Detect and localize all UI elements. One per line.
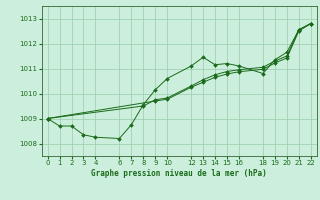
X-axis label: Graphe pression niveau de la mer (hPa): Graphe pression niveau de la mer (hPa) xyxy=(91,169,267,178)
